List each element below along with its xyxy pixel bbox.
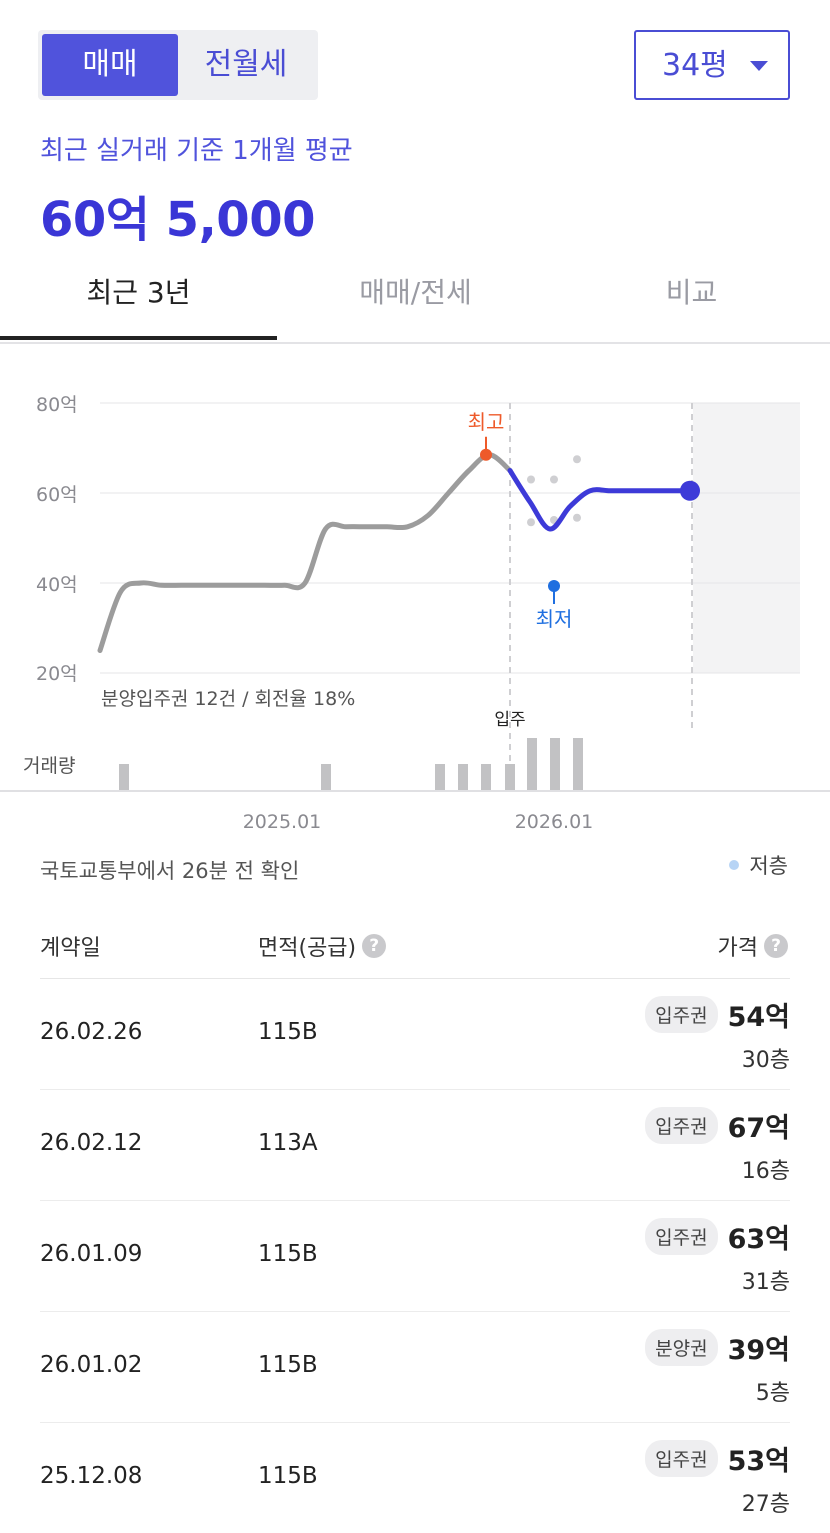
floor: 16층: [741, 1159, 790, 1184]
current-price-point[interactable]: [680, 480, 700, 501]
volume-bar: [505, 764, 515, 791]
deal-type-badge: 입주권: [645, 1440, 718, 1477]
high-label: 최고: [468, 410, 505, 434]
volume-bar: [481, 764, 491, 791]
low-floor-dot-icon: [729, 860, 740, 870]
sale-tab-button[interactable]: 매매: [42, 34, 178, 96]
deal-type-badge: 입주권: [645, 1218, 718, 1255]
transaction-dot: [573, 455, 581, 464]
volume-bar: [119, 764, 129, 791]
table-row[interactable]: 26.02.26 115B 입주권 54억 30층: [40, 979, 790, 1090]
future-shaded-area: [693, 403, 800, 673]
floor: 30층: [741, 1048, 790, 1073]
average-price: 60억 5,000: [40, 192, 316, 248]
y-tick-label: 60억: [36, 484, 78, 506]
volume-bar: [321, 764, 331, 791]
rent-tab-button[interactable]: 전월세: [204, 47, 288, 82]
floor-legend: 저층: [729, 850, 788, 880]
deal-type-badge: 입주권: [645, 996, 718, 1033]
contract-date: 25.12.08: [40, 1463, 143, 1489]
header-date: 계약일: [40, 930, 101, 962]
price-amount: 53억: [727, 1446, 790, 1477]
transaction-dot: [573, 513, 581, 522]
help-icon[interactable]: ?: [764, 934, 788, 958]
price-chart: 80억 60억 40억 20억 최고 최저 분양입주권 12건 / 회전율 18…: [0, 394, 830, 833]
price-amount: 54억: [727, 1002, 790, 1033]
table-row[interactable]: 26.01.02 115B 분양권 39억 5층: [40, 1312, 790, 1423]
price-cell: 입주권 67억 16층: [645, 1106, 790, 1185]
transaction-dot: [527, 475, 535, 484]
floor-legend-label: 저층: [749, 854, 788, 878]
price-cell: 입주권 63억 31층: [645, 1217, 790, 1296]
tab-recent-3-years[interactable]: 최근 3년: [86, 276, 191, 309]
floor-dots: [527, 455, 581, 527]
low-label: 최저: [536, 607, 573, 631]
area: 115B: [258, 1241, 318, 1267]
price-amount: 63억: [727, 1224, 790, 1255]
transaction-dot: [527, 518, 535, 527]
contract-date: 26.02.12: [40, 1130, 143, 1156]
high-marker-dot: [480, 448, 492, 461]
price-amount: 39억: [727, 1335, 790, 1366]
volume-bar: [573, 738, 583, 791]
floor: 5층: [755, 1381, 790, 1406]
tab-compare[interactable]: 비교: [665, 276, 718, 309]
size-dropdown-value: 34평: [662, 48, 728, 83]
x-tick-label: 2025.01: [243, 811, 322, 833]
x-tick-label: 2026.01: [515, 811, 594, 833]
move-in-label: 입주: [494, 710, 525, 730]
area: 115B: [258, 1463, 318, 1489]
y-tick-label: 80억: [36, 394, 78, 416]
size-dropdown[interactable]: 34평: [634, 30, 790, 100]
header-price: 가격 ?: [718, 930, 788, 962]
active-tab-indicator: [0, 336, 277, 340]
history-price-line: [97, 452, 513, 653]
area: 113A: [258, 1130, 318, 1156]
volume-bar: [550, 738, 560, 791]
help-icon[interactable]: ?: [362, 934, 387, 958]
header-area-label: 면적(공급): [258, 936, 357, 961]
transaction-list: 26.02.26 115B 입주권 54억 30층 26.02.12 113A 입…: [40, 979, 790, 1533]
average-basis-label: 최근 실거래 기준 1개월 평균: [40, 136, 353, 166]
contract-date: 26.01.09: [40, 1241, 143, 1267]
low-marker-dot: [548, 580, 560, 592]
deal-type-badge: 입주권: [645, 1107, 718, 1144]
header-date-label: 계약일: [40, 936, 101, 961]
recent-price-line: [507, 468, 693, 532]
header-area: 면적(공급) ?: [258, 930, 387, 962]
area: 115B: [258, 1352, 318, 1378]
floor: 31층: [741, 1270, 790, 1295]
volume-label: 거래량: [23, 755, 75, 777]
volume-bar: [458, 764, 468, 791]
caret-down-icon: [750, 61, 768, 71]
price-cell: 분양권 39억 5층: [645, 1328, 790, 1407]
volume-bars: [119, 738, 583, 791]
table-row[interactable]: 26.01.09 115B 입주권 63억 31층: [40, 1201, 790, 1312]
price-cell: 입주권 54억 30층: [645, 995, 790, 1074]
volume-bar: [435, 764, 445, 791]
view-tabs: 최근 3년 매매/전세 비교: [0, 258, 830, 344]
header-price-label: 가격: [717, 936, 758, 961]
presale-note: 분양입주권 12건 / 회전율 18%: [101, 688, 355, 710]
tab-sale-jeonse[interactable]: 매매/전세: [359, 276, 472, 309]
deal-type-badge: 분양권: [645, 1329, 718, 1366]
contract-date: 26.01.02: [40, 1352, 143, 1378]
table-row[interactable]: 26.02.12 113A 입주권 67억 16층: [40, 1090, 790, 1201]
price-cell: 입주권 53억 27층: [645, 1439, 790, 1518]
deal-type-toggle: 매매 전월세: [38, 30, 318, 100]
transaction-dot: [550, 475, 558, 484]
y-tick-label: 40억: [36, 574, 78, 596]
table-row[interactable]: 25.12.08 115B 입주권 53억 27층: [40, 1423, 790, 1533]
contract-date: 26.02.26: [40, 1019, 143, 1045]
y-tick-label: 20억: [36, 663, 78, 685]
data-source-note: 국토교통부에서 26분 전 확인: [40, 859, 300, 883]
area: 115B: [258, 1019, 318, 1045]
price-amount: 67억: [727, 1113, 790, 1144]
floor: 27층: [741, 1492, 790, 1517]
volume-bar: [527, 738, 537, 791]
table-header: 계약일 면적(공급) ? 가격 ?: [40, 918, 790, 979]
